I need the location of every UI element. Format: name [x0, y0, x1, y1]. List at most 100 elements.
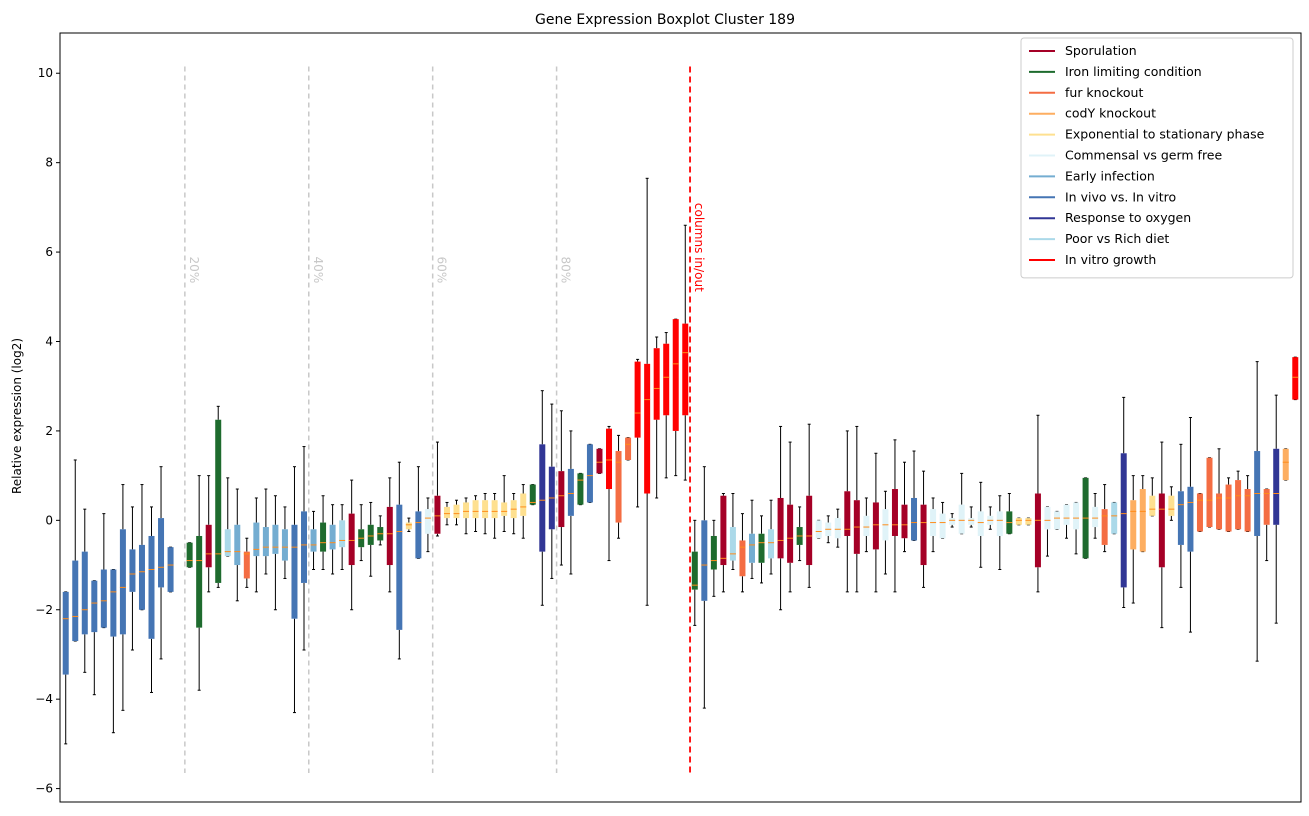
y-axis-label: Relative expression (log2) — [10, 338, 24, 494]
box — [482, 493, 489, 535]
box — [158, 466, 165, 660]
box-body — [806, 495, 813, 566]
box — [367, 501, 374, 577]
box-body — [644, 363, 651, 494]
box — [987, 506, 994, 530]
box-body — [262, 527, 269, 557]
plot-frame — [59, 32, 1302, 803]
box — [301, 446, 308, 651]
box-body — [949, 518, 956, 525]
box — [91, 580, 98, 696]
box-body — [405, 522, 412, 530]
y-tick-label: 0 — [45, 513, 53, 527]
box-body — [663, 343, 670, 416]
legend-item: Poor vs Rich diet — [1029, 231, 1169, 246]
box-body — [1015, 518, 1022, 525]
box — [1092, 493, 1099, 539]
box — [653, 336, 660, 499]
box-body — [682, 323, 689, 416]
legend-item: codY knockout — [1029, 106, 1156, 121]
legend-item: In vivo vs. In vitro — [1029, 189, 1176, 204]
box — [491, 493, 498, 539]
box-body — [1139, 489, 1146, 552]
box — [815, 519, 822, 539]
box-body — [310, 529, 317, 552]
box-body — [1120, 453, 1127, 588]
box-body — [1263, 489, 1270, 525]
box — [701, 466, 708, 709]
box-body — [520, 493, 527, 516]
box-body — [291, 524, 298, 619]
box — [853, 425, 860, 593]
box-body — [396, 504, 403, 630]
box — [81, 508, 88, 673]
legend: Sporulation Iron limiting condition fur kn… — [1020, 37, 1294, 279]
box — [424, 497, 431, 553]
box — [138, 484, 145, 611]
legend-box — [1020, 37, 1294, 279]
box — [1196, 493, 1203, 533]
legend-label: In vivo vs. In vitro — [1065, 189, 1176, 204]
box — [739, 513, 746, 593]
box-body — [787, 504, 794, 563]
percentile-label: 20% — [187, 257, 201, 284]
box-body — [596, 448, 603, 474]
box-body — [691, 551, 698, 590]
box — [891, 439, 898, 593]
box-body — [472, 500, 479, 519]
box — [615, 434, 622, 539]
box — [872, 452, 879, 593]
box-body — [415, 511, 422, 559]
box — [644, 177, 651, 606]
box-body — [348, 513, 355, 566]
y-tick-label: 6 — [45, 245, 53, 259]
box — [606, 425, 613, 562]
box-body — [1187, 486, 1194, 552]
legend-label: Commensal vs germ free — [1065, 148, 1222, 163]
box-body — [815, 520, 822, 539]
box-body — [491, 500, 498, 519]
box-body — [653, 348, 660, 420]
box — [1263, 488, 1270, 562]
box — [882, 490, 889, 575]
box-body — [1044, 506, 1051, 530]
box-body — [863, 515, 870, 536]
box-body — [701, 520, 708, 601]
box — [272, 495, 279, 611]
box-body — [891, 489, 898, 536]
box — [596, 448, 603, 474]
box — [548, 403, 555, 579]
box — [339, 504, 346, 571]
box — [243, 537, 250, 588]
box-body — [1196, 493, 1203, 532]
box — [1139, 475, 1146, 553]
box — [949, 513, 956, 528]
in-out-label: columns in/out — [692, 203, 706, 292]
box-body — [996, 511, 1003, 536]
box — [110, 569, 117, 734]
box — [1063, 504, 1070, 539]
box-body — [1273, 448, 1280, 525]
box — [62, 591, 69, 745]
box — [186, 542, 193, 568]
legend-item: Early infection — [1029, 168, 1155, 183]
box-body — [1063, 504, 1070, 525]
box-body — [501, 502, 508, 516]
box-body — [844, 491, 851, 536]
box-body — [1025, 518, 1032, 525]
box — [834, 508, 841, 548]
box — [748, 499, 755, 579]
box-body — [138, 544, 145, 610]
legend-item: Response to oxygen — [1029, 210, 1191, 225]
box-body — [606, 428, 613, 490]
box — [377, 515, 384, 546]
box-body — [186, 542, 193, 568]
box — [348, 479, 355, 611]
box — [920, 470, 927, 588]
box-body — [129, 549, 136, 592]
box — [825, 515, 832, 544]
box-body — [443, 506, 450, 519]
box-body — [148, 535, 155, 639]
